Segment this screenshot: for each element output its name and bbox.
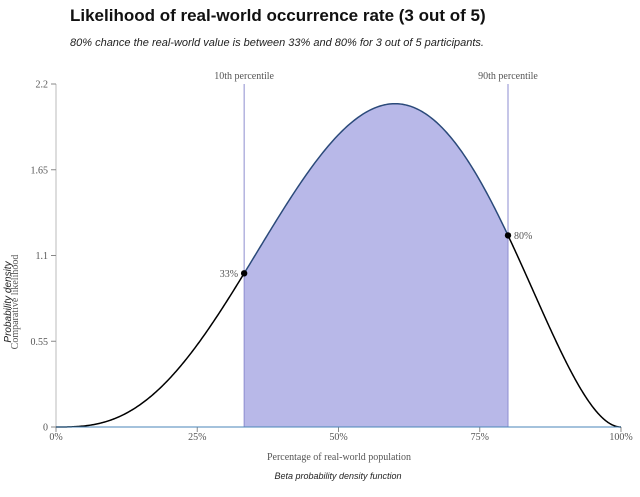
chart-footer: Beta probability density function	[274, 471, 401, 481]
y-tick-label: 0.55	[31, 337, 49, 348]
x-axis-label: Percentage of real-world population	[267, 452, 411, 463]
y-tick-label: 1.1	[36, 251, 49, 262]
x-tick-label: 75%	[471, 432, 489, 443]
y-tick-label: 1.65	[31, 165, 49, 176]
interval-point	[504, 232, 512, 239]
y-axis: 0 0.55 1.1 1.65 2.2	[31, 80, 57, 434]
density-curve-left	[56, 272, 245, 428]
percentile-label: 90th percentile	[478, 71, 538, 82]
chart-subtitle: 80% chance the real-world value is betwe…	[70, 37, 484, 49]
x-tick-label: 100%	[609, 432, 632, 443]
point-label: 80%	[514, 231, 532, 242]
percentile-lines: 10th percentile 90th percentile	[214, 71, 538, 427]
y-axis-label: Probability density	[3, 260, 14, 342]
interval-points: 33% 80%	[220, 231, 533, 280]
y-tick-label: 0	[43, 423, 48, 434]
x-tick-label: 25%	[188, 432, 206, 443]
density-curve-shaded	[243, 102, 509, 274]
point-label: 33%	[220, 269, 238, 280]
density-curve-right	[507, 235, 622, 428]
shaded-interval-area	[244, 103, 508, 428]
x-axis: 0% 25% 50% 75% 100%	[49, 427, 633, 443]
y-tick-label: 2.2	[36, 80, 49, 91]
interval-point	[240, 270, 248, 277]
y-axis-label-secondary: Comparative likelihood	[10, 255, 21, 350]
chart-title: Likelihood of real-world occurrence rate…	[70, 6, 486, 25]
x-tick-label: 50%	[329, 432, 347, 443]
percentile-label: 10th percentile	[214, 71, 274, 82]
x-tick-label: 0%	[49, 432, 62, 443]
